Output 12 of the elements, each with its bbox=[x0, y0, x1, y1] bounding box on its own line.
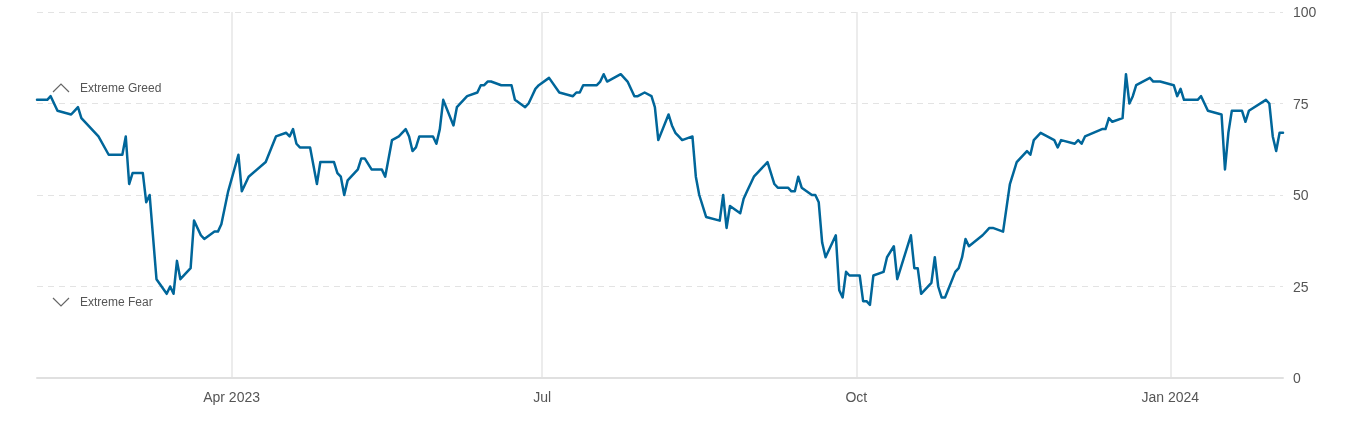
x-tick-label: Apr 2023 bbox=[203, 389, 261, 405]
y-tick-label: 75 bbox=[1293, 95, 1309, 112]
annotation: Extreme Fear bbox=[80, 295, 153, 309]
line-series bbox=[35, 72, 1285, 307]
y-tick-label: 50 bbox=[1293, 187, 1309, 203]
x-tick-label: Jul bbox=[533, 389, 552, 405]
y-tick-label: 25 bbox=[1293, 278, 1309, 295]
y-tick-label: 100 bbox=[1293, 4, 1317, 20]
x-tick-label: Oct bbox=[845, 389, 868, 405]
x-tick-label: Jan 2024 bbox=[1141, 389, 1200, 405]
y-tick-label: 0 bbox=[1293, 370, 1301, 386]
annotation: Extreme Greed bbox=[80, 81, 162, 95]
